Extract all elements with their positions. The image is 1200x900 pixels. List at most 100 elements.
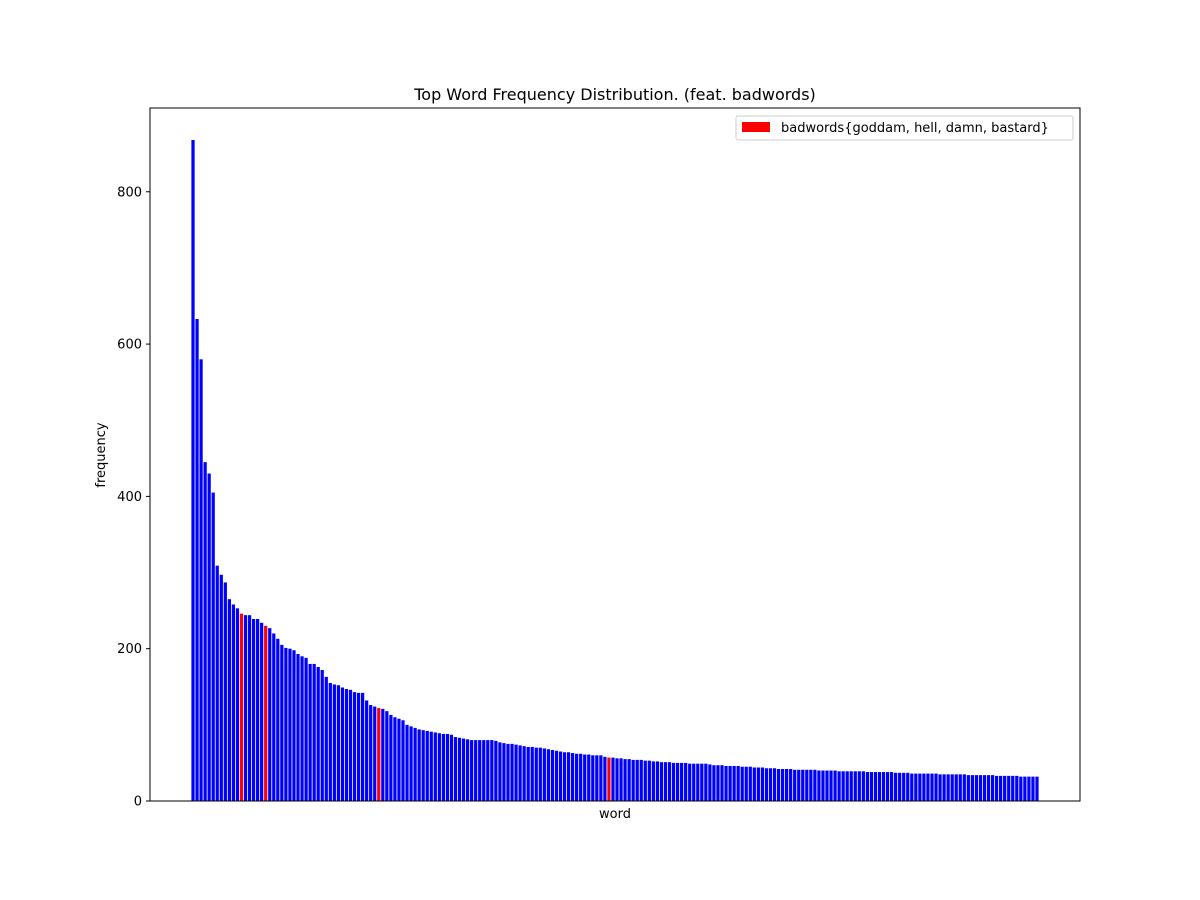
bar bbox=[680, 762, 684, 801]
bar bbox=[809, 769, 813, 801]
bar bbox=[506, 743, 510, 801]
bar bbox=[675, 762, 680, 801]
bar bbox=[922, 773, 926, 801]
bar bbox=[671, 762, 676, 801]
bar bbox=[538, 747, 542, 801]
bar bbox=[744, 766, 748, 801]
bar bbox=[320, 670, 324, 801]
bar bbox=[894, 772, 898, 801]
bar bbox=[966, 775, 970, 801]
bar bbox=[918, 773, 922, 801]
bar bbox=[813, 769, 817, 801]
bar bbox=[316, 666, 320, 801]
bar bbox=[700, 763, 704, 801]
bar bbox=[740, 766, 744, 801]
bar bbox=[251, 618, 256, 801]
bar bbox=[203, 462, 207, 801]
bar bbox=[482, 740, 486, 801]
bar bbox=[566, 752, 571, 801]
bar bbox=[837, 771, 841, 801]
bar bbox=[1027, 776, 1031, 801]
bar bbox=[425, 730, 429, 801]
bar bbox=[651, 761, 655, 801]
bar bbox=[631, 759, 635, 801]
bar bbox=[502, 743, 506, 801]
bar bbox=[970, 775, 974, 801]
bar bbox=[914, 773, 918, 801]
bar bbox=[207, 473, 211, 801]
bar bbox=[752, 767, 756, 801]
bar bbox=[994, 775, 999, 801]
bar bbox=[437, 733, 441, 801]
bar bbox=[470, 740, 474, 801]
bar bbox=[235, 608, 240, 801]
bar bbox=[340, 687, 345, 801]
bar bbox=[926, 773, 930, 801]
bar-badword bbox=[607, 757, 611, 801]
bar bbox=[474, 740, 478, 801]
bar bbox=[429, 731, 433, 801]
bar bbox=[910, 773, 914, 801]
bar bbox=[881, 772, 886, 801]
bar bbox=[857, 771, 861, 801]
bar bbox=[280, 644, 284, 801]
bar bbox=[579, 753, 583, 801]
bar bbox=[498, 742, 502, 801]
bar bbox=[389, 714, 393, 801]
bar bbox=[276, 638, 280, 801]
legend-swatch-badwords bbox=[742, 122, 770, 132]
bar bbox=[518, 745, 522, 801]
bar bbox=[352, 692, 357, 801]
bar bbox=[369, 705, 373, 801]
bar bbox=[445, 733, 450, 801]
bar bbox=[841, 771, 845, 801]
bar bbox=[720, 765, 724, 801]
bar bbox=[825, 770, 829, 801]
bar bbox=[902, 772, 906, 801]
bar bbox=[304, 657, 308, 801]
bar bbox=[873, 772, 878, 801]
bar-badword bbox=[377, 708, 381, 801]
bar bbox=[958, 774, 962, 801]
bar bbox=[453, 737, 458, 801]
bar bbox=[978, 775, 983, 801]
bar bbox=[490, 740, 494, 801]
bar bbox=[256, 618, 260, 801]
plot-frame bbox=[149, 107, 1081, 802]
bar bbox=[1007, 775, 1011, 801]
bar bbox=[558, 751, 563, 801]
bar bbox=[365, 700, 369, 801]
bar bbox=[570, 753, 575, 801]
bar bbox=[772, 768, 777, 801]
bar bbox=[356, 692, 361, 801]
legend-label-badwords: badwords{goddam, hell, damn, bastard} bbox=[781, 121, 1049, 136]
y-axis-label: frequency bbox=[94, 422, 109, 488]
bar bbox=[292, 650, 296, 801]
bar bbox=[522, 746, 526, 801]
bar bbox=[461, 738, 466, 801]
bar bbox=[849, 771, 853, 801]
bar bbox=[954, 774, 958, 801]
bar bbox=[728, 765, 732, 801]
bar bbox=[510, 743, 514, 801]
bar bbox=[724, 765, 728, 801]
bar bbox=[575, 753, 579, 801]
bar bbox=[457, 737, 462, 801]
bar bbox=[712, 765, 716, 801]
bar bbox=[635, 759, 639, 801]
bar bbox=[324, 676, 328, 801]
bar bbox=[296, 654, 300, 801]
bar bbox=[1019, 776, 1023, 801]
bar bbox=[312, 663, 316, 801]
bar bbox=[300, 656, 304, 801]
bar bbox=[215, 565, 219, 801]
bar bbox=[801, 769, 805, 801]
bar bbox=[1011, 775, 1015, 801]
bar bbox=[385, 711, 389, 801]
x-axis-label: word bbox=[599, 807, 631, 822]
bar bbox=[934, 773, 938, 801]
bar bbox=[211, 492, 215, 801]
bar bbox=[542, 748, 546, 801]
y-tick-label: 600 bbox=[117, 338, 142, 353]
bar bbox=[421, 730, 425, 801]
